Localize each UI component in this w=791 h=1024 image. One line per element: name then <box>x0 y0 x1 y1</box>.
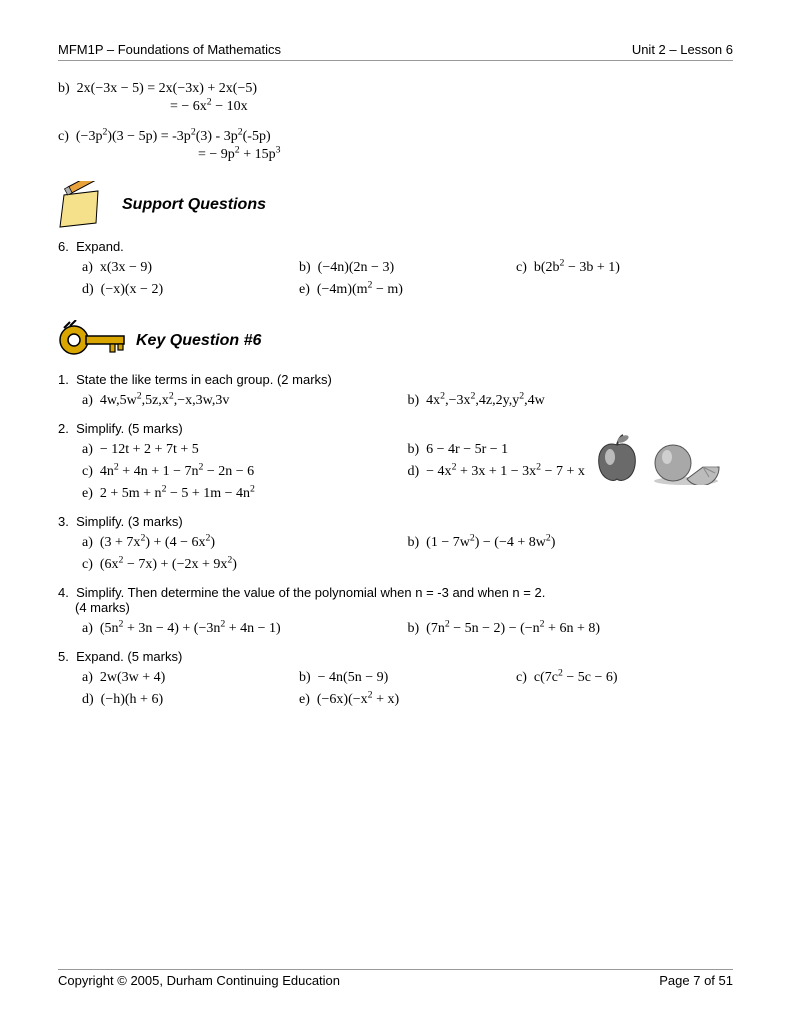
q3-row2: c) (6x2 − 7x) + (−2x + 9x2) <box>82 557 733 573</box>
pencil-icon <box>58 181 114 229</box>
q3-num: 3. <box>58 514 69 529</box>
q3-a: a) (3 + 7x2) + (4 − 6x2) <box>82 535 408 551</box>
key-q4: 4. Simplify. Then determine the value of… <box>58 585 733 615</box>
q6-c: c) b(2b2 − 3b + 1) <box>516 260 733 276</box>
key-icon <box>58 320 128 362</box>
q2-num: 2. <box>58 421 69 436</box>
q5-e: e) (−6x)(−x2 + x) <box>299 692 516 708</box>
q4-a: a) (5n2 + 3n − 4) + (−3n2 + 4n − 1) <box>82 621 408 637</box>
page-header: MFM1P – Foundations of Mathematics Unit … <box>58 42 733 61</box>
q1-a: a) 4w,5w2,5z,x2,−x,3w,3v <box>82 393 408 409</box>
q6-e: e) (−4m)(m2 − m) <box>299 282 516 298</box>
q1-text: State the like terms in each group. (2 m… <box>76 372 332 387</box>
footer-right: Page 7 of 51 <box>659 973 733 988</box>
header-left: MFM1P – Foundations of Mathematics <box>58 42 281 57</box>
q2-text: Simplify. (5 marks) <box>76 421 183 436</box>
q6-b: b) (−4n)(2n − 3) <box>299 260 516 276</box>
key-q5: 5. Expand. (5 marks) <box>58 649 733 664</box>
q4-b: b) (7n2 − 5n − 2) − (−n2 + 6n + 8) <box>408 621 734 637</box>
key-q1: 1. State the like terms in each group. (… <box>58 372 733 387</box>
q3-row1: a) (3 + 7x2) + (4 − 6x2) b) (1 − 7w2) − … <box>82 535 733 551</box>
q6-d: d) (−x)(x − 2) <box>82 282 299 298</box>
q6-row2: d) (−x)(x − 2) e) (−4m)(m2 − m) <box>82 282 733 298</box>
key-q3: 3. Simplify. (3 marks) <box>58 514 733 529</box>
q5-d: d) (−h)(h + 6) <box>82 692 299 708</box>
q5-row1: a) 2w(3w + 4) b) − 4n(5n − 9) c) c(7c2 −… <box>82 670 733 686</box>
key-heading: Key Question #6 <box>58 320 733 362</box>
q5-text: Expand. (5 marks) <box>76 649 182 664</box>
q4-text: Simplify. Then determine the value of th… <box>58 585 545 615</box>
example-b-line1: 2x(−3x − 5) = 2x(−3x) + 2x(−5) <box>77 81 257 96</box>
support-title: Support Questions <box>122 196 266 214</box>
q5-b: b) − 4n(5n − 9) <box>299 670 516 686</box>
support-q6: 6. Expand. <box>58 239 733 254</box>
example-b-line2: = − 6x2 − 10x <box>58 99 733 115</box>
q1-num: 1. <box>58 372 69 387</box>
example-c-line1: (−3p2)(3 − 5p) = -3p2(3) - 3p2(-5p) <box>76 129 271 144</box>
fruit-images <box>593 433 721 488</box>
example-c-label: c) <box>58 129 69 144</box>
q5-c: c) c(7c2 − 5c − 6) <box>516 670 733 686</box>
q3-c: c) (6x2 − 7x) + (−2x + 9x2) <box>82 557 408 573</box>
q2-c: c) 4n2 + 4n + 1 − 7n2 − 2n − 6 <box>82 464 408 480</box>
q2-a: a) − 12t + 2 + 7t + 5 <box>82 442 408 458</box>
q6-row1: a) x(3x − 9) b) (−4n)(2n − 3) c) b(2b2 −… <box>82 260 733 276</box>
q3-text: Simplify. (3 marks) <box>76 514 183 529</box>
q1-row: a) 4w,5w2,5z,x2,−x,3w,3v b) 4x2,−3x2,4z,… <box>82 393 733 409</box>
support-heading: Support Questions <box>58 181 733 229</box>
example-b-label: b) <box>58 81 70 96</box>
apple-icon <box>593 433 641 488</box>
example-b: b) 2x(−3x − 5) = 2x(−3x) + 2x(−5) = − 6x… <box>58 81 733 115</box>
footer-left: Copyright © 2005, Durham Continuing Educ… <box>58 973 340 988</box>
q5-a: a) 2w(3w + 4) <box>82 670 299 686</box>
q5-num: 5. <box>58 649 69 664</box>
header-right: Unit 2 – Lesson 6 <box>632 42 733 57</box>
q4-row: a) (5n2 + 3n − 4) + (−3n2 + 4n − 1) b) (… <box>82 621 733 637</box>
key-title: Key Question #6 <box>136 332 261 350</box>
q6-num: 6. <box>58 239 69 254</box>
q6-a: a) x(3x − 9) <box>82 260 299 276</box>
oranges-icon <box>651 433 721 488</box>
q2-e: e) 2 + 5m + n2 − 5 + 1m − 4n2 <box>82 486 408 502</box>
example-c-line2: = − 9p2 + 15p3 <box>58 147 733 163</box>
q2-row3: e) 2 + 5m + n2 − 5 + 1m − 4n2 <box>82 486 733 502</box>
example-c: c) (−3p2)(3 − 5p) = -3p2(3) - 3p2(-5p) =… <box>58 129 733 163</box>
q5-row2: d) (−h)(h + 6) e) (−6x)(−x2 + x) <box>82 692 733 708</box>
q3-b: b) (1 − 7w2) − (−4 + 8w2) <box>408 535 734 551</box>
page-footer: Copyright © 2005, Durham Continuing Educ… <box>58 969 733 988</box>
q4-num: 4. <box>58 585 69 600</box>
q1-b: b) 4x2,−3x2,4z,2y,y2,4w <box>408 393 734 409</box>
q6-text: Expand. <box>76 239 124 254</box>
